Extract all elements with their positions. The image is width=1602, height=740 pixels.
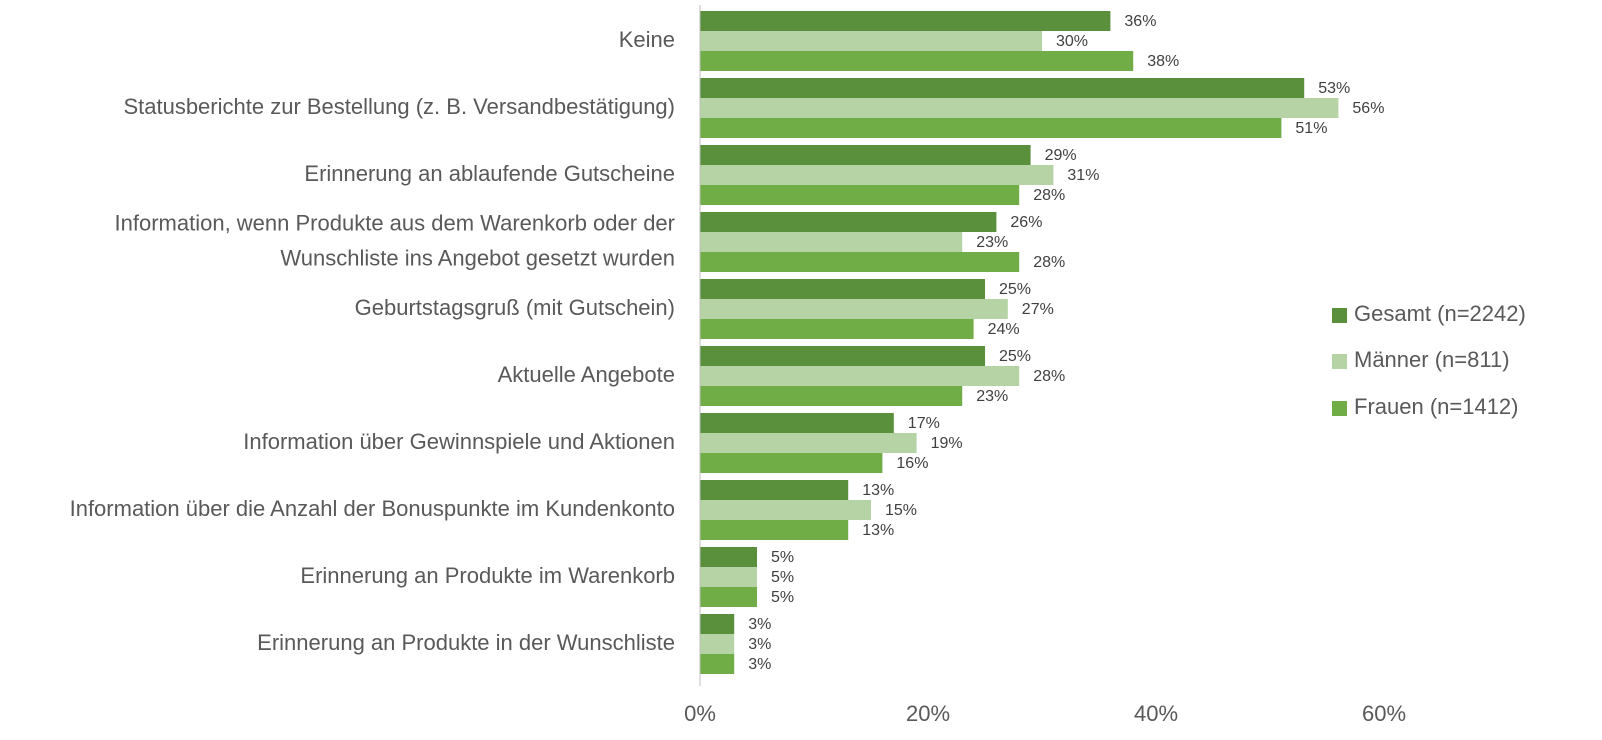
legend-swatch <box>1332 354 1347 369</box>
legend-label: Frauen (n=1412) <box>1354 394 1519 419</box>
bar <box>700 319 974 339</box>
category-label: Erinnerung an ablaufende Gutscheine <box>304 161 675 186</box>
category-label: Statusberichte zur Bestellung (z. B. Ver… <box>123 94 675 119</box>
bar <box>700 520 849 540</box>
value-label: 16% <box>896 455 928 472</box>
value-label: 19% <box>931 435 963 452</box>
value-label: 23% <box>976 234 1008 251</box>
bar <box>700 654 735 674</box>
bar <box>700 433 917 453</box>
bar <box>700 279 985 299</box>
value-label: 5% <box>771 589 794 606</box>
bar <box>700 185 1020 205</box>
bar <box>700 366 1020 386</box>
legend-swatch <box>1332 308 1347 323</box>
bar <box>700 500 871 520</box>
value-label: 30% <box>1056 33 1088 50</box>
x-tick-label: 60% <box>1362 701 1406 726</box>
value-label: 23% <box>976 388 1008 405</box>
bar <box>700 145 1031 165</box>
value-label: 28% <box>1033 368 1065 385</box>
bar <box>700 232 963 252</box>
x-tick-label: 40% <box>1134 701 1178 726</box>
bar <box>700 212 997 232</box>
bar <box>700 252 1020 272</box>
value-label: 3% <box>748 656 771 673</box>
value-label: 36% <box>1124 13 1156 30</box>
value-label: 56% <box>1352 100 1384 117</box>
bar <box>700 165 1054 185</box>
value-label: 13% <box>862 482 894 499</box>
category-label: Keine <box>619 27 675 52</box>
value-label: 3% <box>748 636 771 653</box>
value-label: 26% <box>1010 214 1042 231</box>
bar <box>700 567 757 587</box>
bar <box>700 98 1339 118</box>
bar <box>700 453 883 473</box>
value-label: 24% <box>988 321 1020 338</box>
value-label: 15% <box>885 502 917 519</box>
value-label: 25% <box>999 348 1031 365</box>
value-label: 28% <box>1033 187 1065 204</box>
bar <box>700 547 757 567</box>
bar <box>700 11 1111 31</box>
value-label: 13% <box>862 522 894 539</box>
legend-label: Gesamt (n=2242) <box>1354 301 1526 326</box>
bar <box>700 78 1305 98</box>
bar <box>700 587 757 607</box>
bar <box>700 634 735 654</box>
value-label: 27% <box>1022 301 1054 318</box>
bar <box>700 346 985 366</box>
category-label: Geburtstagsgruß (mit Gutschein) <box>355 295 675 320</box>
category-label: Erinnerung an Produkte im Warenkorb <box>300 563 675 588</box>
category-label: Information, wenn Produkte aus dem Waren… <box>115 210 675 270</box>
value-label: 3% <box>748 616 771 633</box>
category-label: Aktuelle Angebote <box>498 362 675 387</box>
bar <box>700 118 1282 138</box>
bar <box>700 31 1042 51</box>
bar <box>700 386 963 406</box>
value-label: 29% <box>1045 147 1077 164</box>
bar <box>700 299 1008 319</box>
value-label: 17% <box>908 415 940 432</box>
bar <box>700 413 894 433</box>
value-label: 31% <box>1067 167 1099 184</box>
x-tick-label: 0% <box>684 701 716 726</box>
value-label: 28% <box>1033 254 1065 271</box>
legend-label: Männer (n=811) <box>1354 347 1510 372</box>
bar <box>700 614 735 634</box>
category-label: Information über die Anzahl der Bonuspun… <box>70 496 675 521</box>
value-label: 51% <box>1295 120 1327 137</box>
bar <box>700 51 1134 71</box>
value-label: 5% <box>771 549 794 566</box>
category-label: Erinnerung an Produkte in der Wunschlist… <box>257 630 675 655</box>
x-tick-label: 20% <box>906 701 950 726</box>
value-label: 5% <box>771 569 794 586</box>
value-label: 38% <box>1147 53 1179 70</box>
value-label: 53% <box>1318 80 1350 97</box>
category-label: Information über Gewinnspiele und Aktion… <box>243 429 675 454</box>
value-label: 25% <box>999 281 1031 298</box>
legend-swatch <box>1332 401 1347 416</box>
bar <box>700 480 849 500</box>
